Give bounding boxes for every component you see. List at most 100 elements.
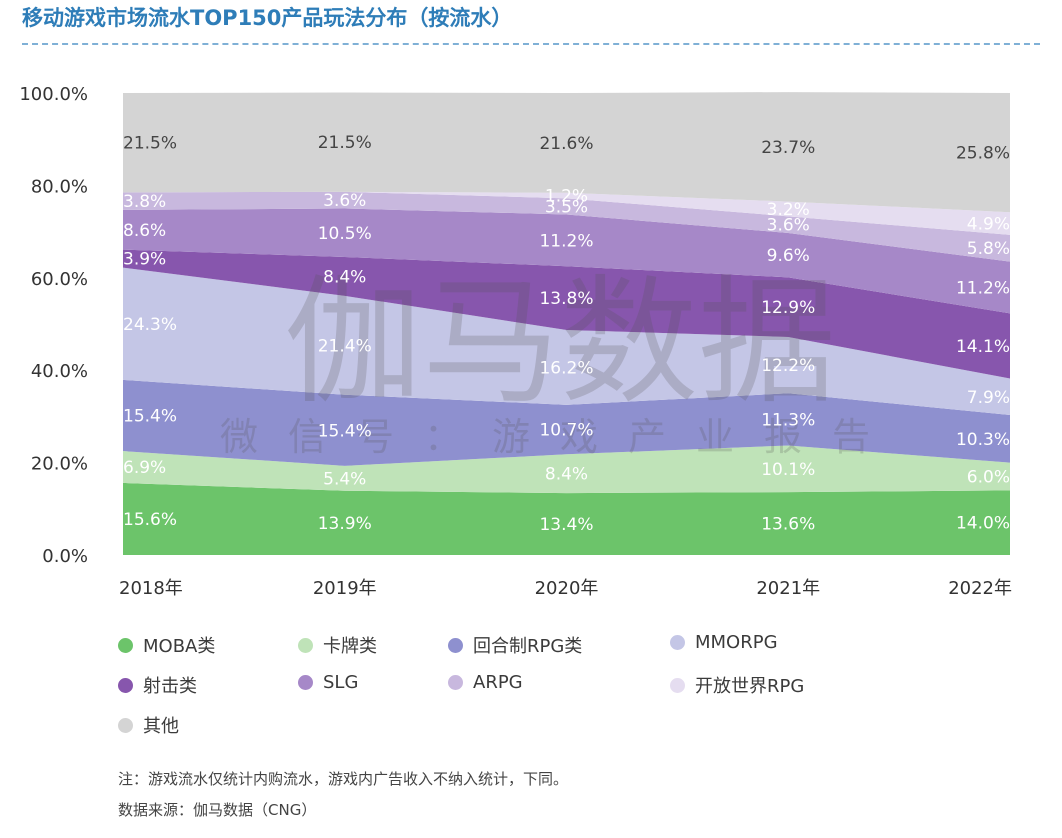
y-tick-label: 80.0%	[31, 176, 88, 197]
legend-item: SLG	[298, 672, 358, 693]
legend-item: MOBA类	[118, 632, 215, 658]
x-tick-label: 2021年	[756, 578, 820, 599]
legend-swatch	[448, 675, 463, 690]
legend-item: 卡牌类	[298, 632, 377, 658]
legend-label: 开放世界RPG	[695, 676, 805, 697]
data-label: 24.3%	[123, 315, 177, 335]
legend-swatch	[118, 637, 133, 653]
x-axis: 2018年 2019年 2020年 2021年 2022年	[119, 578, 1012, 599]
data-label: 13.4%	[539, 515, 593, 535]
data-label: 15.4%	[318, 421, 372, 441]
data-label: 12.2%	[761, 356, 815, 376]
chart-title: 移动游戏市场流水TOP150产品玩法分布（按流水）	[22, 6, 513, 30]
legend-label: MMORPG	[695, 632, 778, 653]
data-label: 5.4%	[323, 469, 366, 489]
data-label: 3.2%	[767, 200, 810, 220]
y-tick-label: 100.0%	[19, 84, 88, 105]
data-label: 3.9%	[123, 250, 166, 270]
data-label: 4.9%	[967, 215, 1010, 235]
legend-swatch	[118, 677, 133, 693]
area-MOBA类	[123, 482, 1010, 555]
area-回合制RPG类	[123, 379, 1010, 466]
area-开放世界RPG	[123, 191, 1010, 235]
watermark-main: 伽马数据	[284, 262, 836, 423]
area-ARPG	[123, 191, 1010, 262]
data-label: 23.7%	[761, 138, 815, 158]
legend-swatch	[670, 635, 685, 650]
area-layer	[123, 92, 1010, 555]
legend-label: 射击类	[143, 676, 197, 697]
data-label-layer: 15.6% 13.9% 13.4% 13.6% 14.0% 6.9% 5.4% 8.4% 10.…	[123, 133, 1010, 535]
data-label: 6.0%	[967, 468, 1010, 488]
legend-swatch	[118, 717, 133, 733]
y-tick-label: 20.0%	[31, 454, 88, 475]
x-tick-label: 2019年	[313, 578, 377, 599]
legend-item: MMORPG	[670, 632, 778, 653]
data-label: 6.9%	[123, 458, 166, 478]
area-卡牌类	[123, 445, 1010, 494]
data-label: 5.8%	[967, 239, 1010, 259]
data-label: 14.0%	[956, 514, 1010, 534]
data-label: 21.5%	[123, 134, 177, 154]
data-label: 10.1%	[761, 460, 815, 480]
data-label: 13.9%	[318, 514, 372, 534]
data-label: 15.6%	[123, 510, 177, 530]
data-label: 13.6%	[761, 515, 815, 535]
data-label: 14.1%	[956, 337, 1010, 357]
y-axis: 0.0% 20.0% 40.0% 60.0% 80.0% 100.0%	[19, 84, 88, 567]
legend-swatch	[298, 675, 313, 690]
legend-label: MOBA类	[143, 636, 216, 657]
legend-item: 射击类	[118, 672, 197, 698]
area-其他	[123, 92, 1010, 213]
data-label: 1.2%	[545, 187, 588, 207]
legend-label: 卡牌类	[323, 636, 377, 657]
data-label: 8.6%	[123, 221, 166, 241]
y-tick-label: 60.0%	[31, 269, 88, 290]
legend-swatch	[448, 637, 463, 653]
data-label: 11.2%	[956, 279, 1010, 299]
data-label: 12.9%	[761, 298, 815, 318]
data-label: 3.6%	[323, 191, 366, 211]
x-tick-label: 2022年	[948, 578, 1012, 599]
legend-item: 回合制RPG类	[448, 632, 582, 658]
data-label: 21.4%	[318, 336, 372, 356]
data-label: 21.6%	[539, 134, 593, 154]
legend-item: 开放世界RPG	[670, 672, 804, 698]
data-label: 10.7%	[539, 421, 593, 441]
data-label: 8.4%	[323, 267, 366, 287]
legend-label: 回合制RPG类	[473, 636, 583, 657]
data-label: 16.2%	[539, 358, 593, 378]
data-label: 25.8%	[956, 144, 1010, 164]
data-label: 11.2%	[539, 231, 593, 251]
data-label: 10.5%	[318, 224, 372, 244]
x-tick-label: 2020年	[535, 578, 599, 599]
data-label: 21.5%	[318, 133, 372, 153]
area-射击类	[123, 249, 1010, 379]
data-label: 7.9%	[967, 388, 1010, 408]
legend-item: 其他	[118, 712, 179, 738]
area-MMORPG	[123, 267, 1010, 416]
legend-swatch	[670, 677, 685, 693]
data-label: 3.6%	[767, 216, 810, 236]
legend-label: ARPG	[473, 672, 523, 693]
watermark-sub: 微信号：游戏产业报告	[220, 415, 900, 459]
legend-label: 其他	[143, 716, 179, 737]
data-source: 数据来源：伽马数据（CNG）	[118, 801, 317, 819]
legend-item: ARPG	[448, 672, 523, 693]
data-label: 10.3%	[956, 430, 1010, 450]
data-label: 9.6%	[767, 246, 810, 266]
data-label: 3.5%	[545, 197, 588, 217]
watermark: 伽马数据 微信号：游戏产业报告	[220, 262, 900, 459]
title-divider	[22, 43, 1040, 45]
y-tick-label: 0.0%	[42, 546, 88, 567]
area-SLG	[123, 208, 1010, 314]
data-label: 11.3%	[761, 410, 815, 430]
legend-swatch	[298, 637, 313, 653]
footnote: 注：游戏流水仅统计内购流水，游戏内广告收入不纳入统计，下同。	[118, 770, 569, 788]
y-tick-label: 40.0%	[31, 361, 88, 382]
data-label: 13.8%	[539, 289, 593, 309]
stacked-area-chart: 伽马数据 微信号：游戏产业报告 15.6% 13.9% 13.4% 13.6% 14.0…	[19, 84, 1012, 599]
data-label: 8.4%	[545, 465, 588, 485]
data-label: 15.4%	[123, 407, 177, 427]
x-tick-label: 2018年	[119, 578, 183, 599]
